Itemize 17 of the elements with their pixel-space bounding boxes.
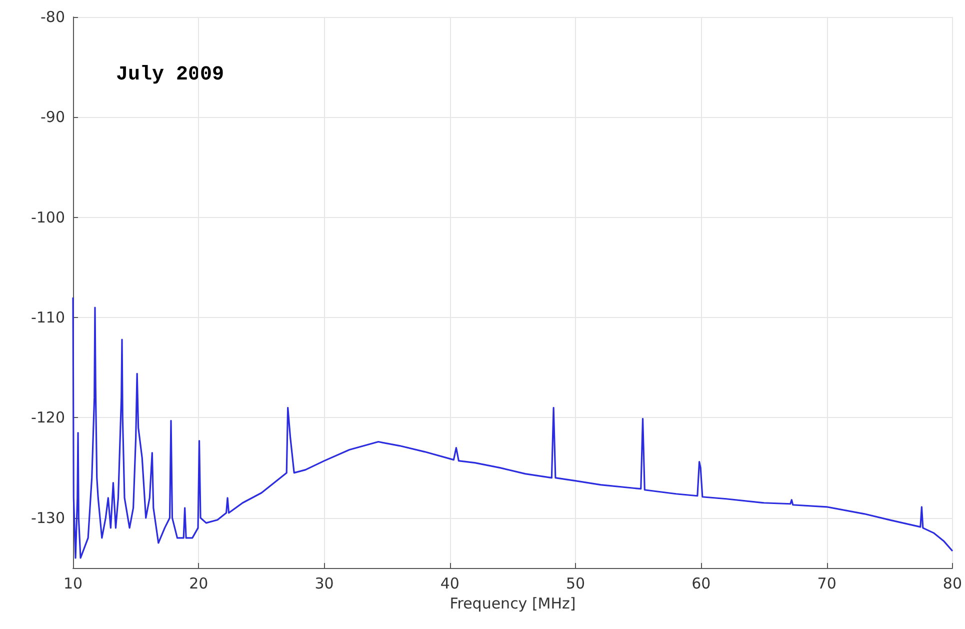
y-tick-label: -90 bbox=[40, 108, 65, 126]
y-tick-label: -100 bbox=[30, 208, 65, 226]
y-tick-label: -120 bbox=[30, 408, 65, 427]
x-axis-title: Frequency [MHz] bbox=[450, 594, 576, 612]
x-tick-label: 40 bbox=[440, 574, 460, 592]
y-tick-label: -110 bbox=[30, 308, 65, 327]
x-tick-label: 80 bbox=[942, 574, 962, 592]
x-tick-label: 60 bbox=[692, 574, 711, 592]
y-tick-label: -80 bbox=[40, 8, 65, 26]
line-series bbox=[72, 296, 954, 559]
x-tick-label: 20 bbox=[189, 574, 208, 592]
annotation: July 2009 bbox=[116, 64, 224, 86]
x-tick-label: 10 bbox=[63, 574, 83, 592]
x-tick-label: 70 bbox=[817, 574, 836, 592]
y-tick-label: -130 bbox=[30, 508, 65, 527]
x-tick-label: 50 bbox=[566, 574, 586, 592]
x-tick-label: 30 bbox=[314, 574, 334, 592]
